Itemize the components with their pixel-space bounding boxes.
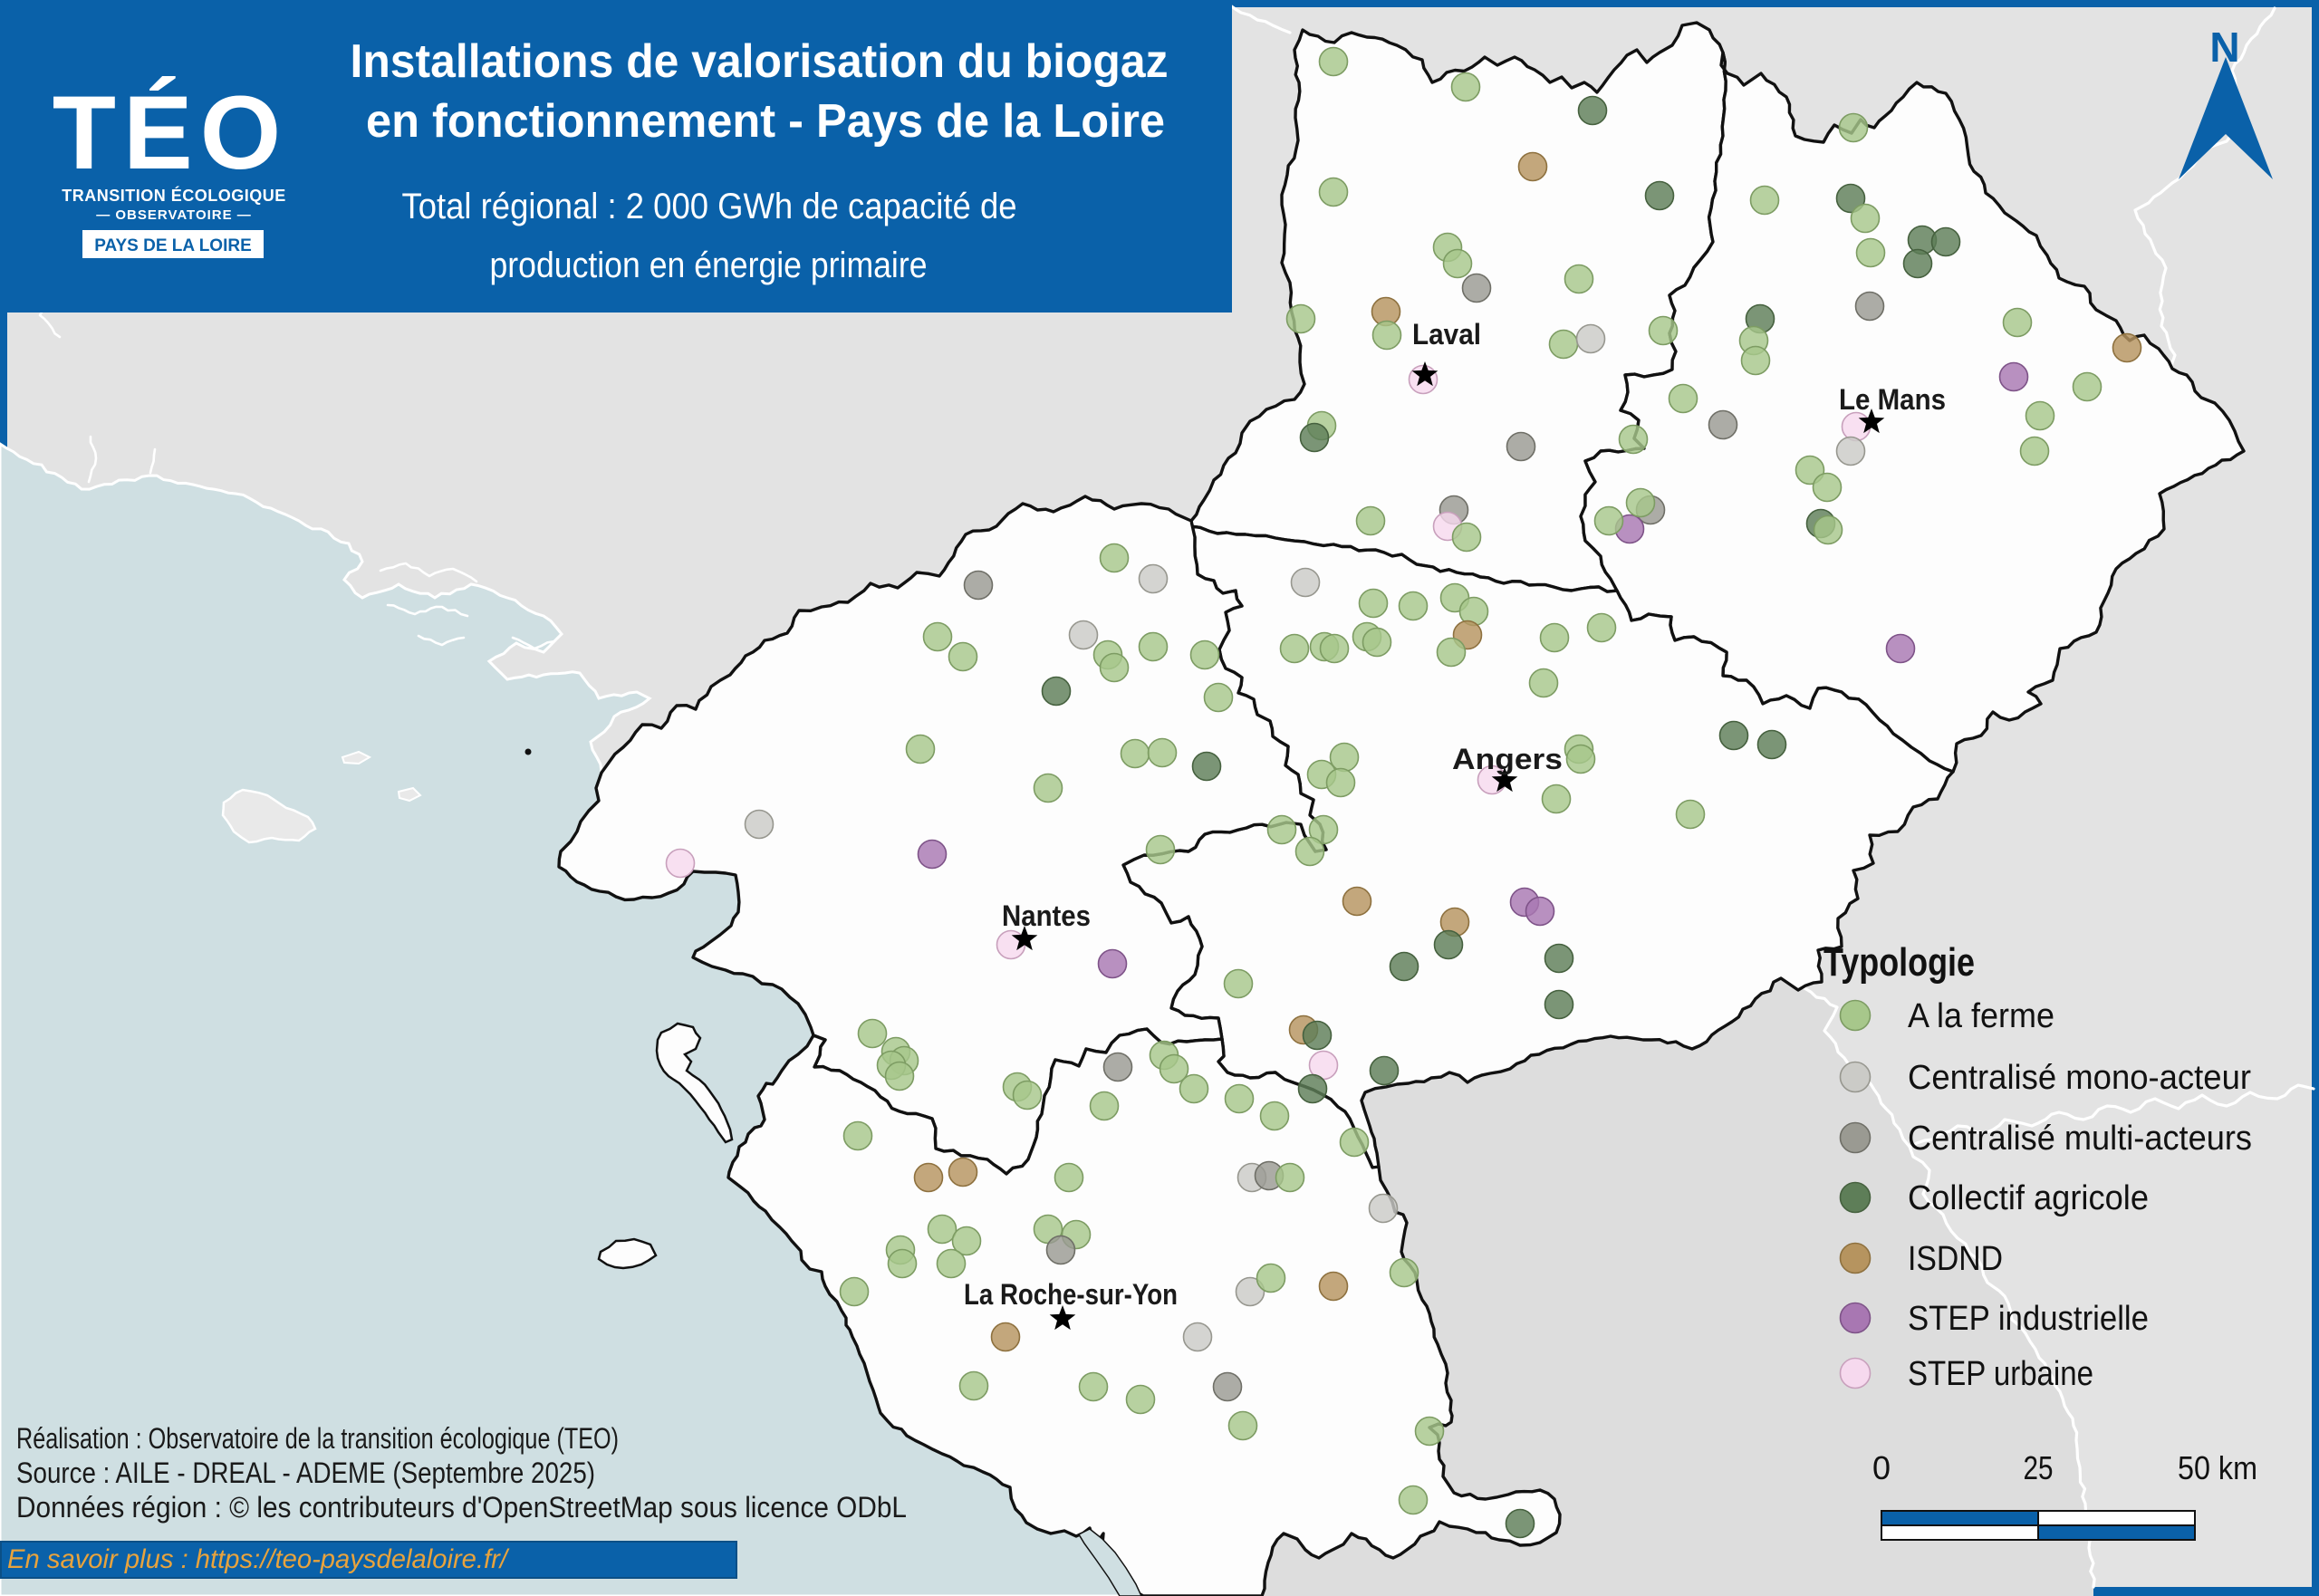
svg-text:Données région : © les contrib: Données région : © les contributeurs d'O…: [16, 1491, 907, 1524]
svg-text:A la ferme: A la ferme: [1908, 997, 2054, 1035]
svg-text:production en énergie primaire: production en énergie primaire: [490, 245, 928, 285]
svg-text:TÉO: TÉO: [53, 75, 288, 191]
svg-text:ISDND: ISDND: [1908, 1240, 2003, 1278]
svg-text:Total régional : 2 000 GWh de: Total régional : 2 000 GWh de capacité d…: [402, 187, 1017, 226]
svg-text:50 km: 50 km: [2178, 1449, 2257, 1486]
svg-text:Réalisation : Observatoire de: Réalisation : Observatoire de la transit…: [16, 1422, 619, 1455]
svg-text:Le Mans: Le Mans: [1839, 383, 1946, 416]
svg-text:— OBSERVATOIRE —: — OBSERVATOIRE —: [96, 207, 252, 223]
svg-text:En savoir plus : https://teo-p: En savoir plus : https://teo-paysdelaloi…: [7, 1544, 510, 1574]
svg-text:TRANSITION ÉCOLOGIQUE: TRANSITION ÉCOLOGIQUE: [62, 186, 286, 205]
svg-text:en fonctionnement - Pays de l: en fonctionnement - Pays de la Loire: [366, 95, 1165, 148]
svg-text:La Roche-sur-Yon: La Roche-sur-Yon: [964, 1278, 1178, 1311]
svg-text:Installations de valorisation: Installations de valorisation du biogaz: [351, 35, 1169, 88]
svg-text:Angers: Angers: [1452, 743, 1563, 775]
svg-text:Source : AILE - DREAL - ADEME: Source : AILE - DREAL - ADEME (Septembre…: [16, 1457, 595, 1489]
svg-text:STEP industrielle: STEP industrielle: [1908, 1300, 2149, 1338]
svg-text:PAYS DE LA LOIRE: PAYS DE LA LOIRE: [94, 236, 252, 255]
svg-text:25: 25: [2024, 1449, 2054, 1486]
svg-text:Centralisé multi-acteurs: Centralisé multi-acteurs: [1908, 1120, 2252, 1158]
svg-text:STEP urbaine: STEP urbaine: [1908, 1355, 2093, 1393]
svg-text:Typologie: Typologie: [1823, 940, 1975, 985]
svg-text:Laval: Laval: [1412, 318, 1481, 351]
svg-text:0: 0: [1872, 1449, 1891, 1486]
svg-text:Nantes: Nantes: [1002, 899, 1091, 932]
svg-text:Collectif agricole: Collectif agricole: [1908, 1179, 2149, 1217]
svg-text:Centralisé mono-acteur: Centralisé mono-acteur: [1908, 1059, 2251, 1097]
